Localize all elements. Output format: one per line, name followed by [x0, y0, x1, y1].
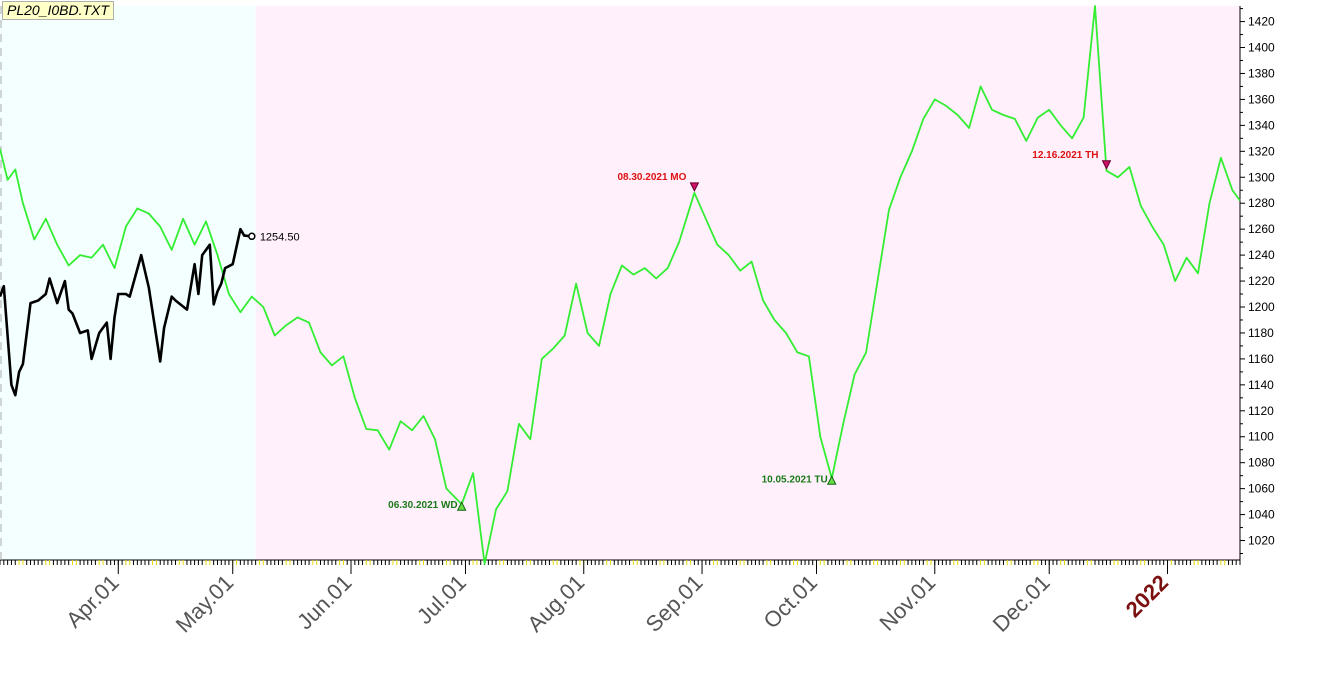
x-tick-label: Jun.01	[292, 570, 356, 634]
annotation-label-3: 12.16.2021 TH	[1032, 150, 1098, 161]
annotations: 06.30.2021 WD 08.30.2021 MO 10.05.2021 TU 1…	[388, 150, 1112, 511]
shaded-region-0	[0, 6, 256, 560]
y-tick-label: 1240	[1248, 248, 1275, 262]
y-tick-label: 1220	[1248, 274, 1275, 288]
x-tick-label: Apr.01	[61, 570, 124, 633]
annotation-label-1: 08.30.2021 MO	[617, 172, 686, 183]
shaded-region-1	[255, 6, 1241, 560]
low-marker-icon	[826, 475, 837, 485]
high-marker-icon	[1101, 160, 1112, 170]
series-line-0	[0, 5, 1241, 565]
x-tick-label: Dec.01	[988, 570, 1055, 637]
x-tick-label: 2022	[1121, 570, 1173, 622]
y-tick-label: 1020	[1248, 534, 1275, 548]
high-marker-icon	[689, 182, 700, 192]
y-axis-ticks: 1020 1040 1060 1080 1100 1120 1140 1160 1180 1200…	[1240, 8, 1275, 555]
y-tick-label: 1380	[1248, 66, 1275, 80]
y-tick-label: 1080	[1248, 456, 1275, 470]
series-lines: 1254.50	[0, 5, 1241, 565]
y-tick-label: 1180	[1248, 326, 1274, 340]
y-tick-label: 1100	[1248, 430, 1274, 444]
file-label: PL20_I0BD.TXT	[2, 1, 114, 20]
x-tick-label: Aug.01	[522, 570, 589, 637]
y-tick-label: 1120	[1248, 404, 1274, 418]
y-tick-label: 1420	[1248, 15, 1275, 29]
annotation-label-2: 10.05.2021 TU	[762, 474, 828, 485]
x-axis-ticks: Apr.01 May.01 Jun.01 Jul.01 Aug.01 Sep.01 Oct.…	[61, 560, 1173, 637]
x-tick-label: Oct.01	[759, 570, 823, 634]
y-tick-label: 1280	[1248, 196, 1275, 210]
y-tick-label: 1040	[1248, 508, 1275, 522]
y-tick-label: 1300	[1248, 170, 1275, 184]
series-line-1	[0, 227, 252, 397]
y-tick-label: 1200	[1248, 300, 1275, 314]
x-tick-label: Nov.01	[874, 570, 940, 636]
last-value-marker	[248, 232, 256, 241]
x-tick-label: May.01	[171, 570, 239, 638]
y-tick-label: 1400	[1248, 41, 1275, 55]
y-tick-label: 1340	[1248, 118, 1275, 132]
last-value-label: 1254.50	[260, 231, 300, 243]
shaded-regions	[0, 6, 1241, 560]
y-tick-label: 1160	[1248, 352, 1274, 366]
y-tick-label: 1060	[1248, 482, 1275, 496]
y-tick-label: 1140	[1248, 378, 1274, 392]
y-tick-label: 1360	[1248, 92, 1275, 106]
x-tick-label: Jul.01	[412, 570, 471, 629]
x-tick-label: Sep.01	[641, 570, 708, 637]
y-tick-label: 1260	[1248, 222, 1275, 236]
y-tick-label: 1320	[1248, 144, 1275, 158]
low-marker-icon	[456, 501, 467, 511]
annotation-label-0: 06.30.2021 WD	[388, 500, 458, 511]
